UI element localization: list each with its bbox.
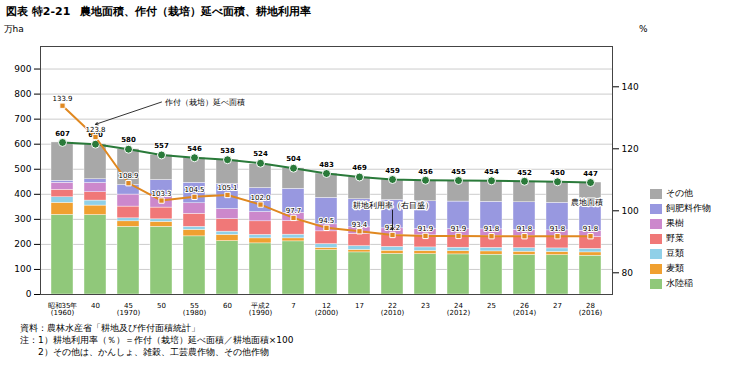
svg-text:作付（栽培）延べ面積: 作付（栽培）延べ面積: [164, 98, 245, 107]
svg-text:133.9: 133.9: [52, 95, 72, 103]
svg-text:600: 600: [14, 139, 31, 149]
svg-text:27: 27: [553, 302, 562, 310]
svg-text:昭和35年(1960): 昭和35年(1960): [48, 302, 78, 317]
svg-text:580: 580: [121, 136, 136, 144]
svg-text:91.8: 91.8: [484, 225, 500, 233]
svg-text:123.8: 123.8: [85, 126, 105, 134]
svg-text:607: 607: [55, 130, 70, 138]
svg-text:546: 546: [187, 145, 202, 153]
svg-text:40: 40: [91, 302, 100, 310]
svg-text:108.9: 108.9: [118, 172, 138, 180]
svg-text:400: 400: [14, 189, 31, 199]
svg-text:23: 23: [421, 302, 430, 310]
svg-text:483: 483: [319, 161, 334, 169]
svg-text:80: 80: [622, 268, 634, 278]
svg-text:450: 450: [550, 169, 565, 177]
svg-text:140: 140: [622, 82, 639, 92]
svg-text:105.1: 105.1: [217, 184, 237, 192]
html-text:野菜: 野菜: [666, 233, 684, 243]
html-text:麦類: 麦類: [666, 263, 684, 273]
svg-text:447: 447: [583, 170, 598, 178]
html-text:飼肥料作物: 飼肥料作物: [666, 203, 711, 213]
svg-text:200: 200: [14, 239, 31, 249]
svg-text:28(2016): 28(2016): [579, 302, 603, 317]
svg-text:万ha: 万ha: [4, 24, 24, 34]
html-text:2）その他は、かんしょ、雑穀、工芸農作物、その他作物: 2）その他は、かんしょ、雑穀、工芸農作物、その他作物: [20, 347, 269, 357]
svg-text:92.2: 92.2: [384, 224, 401, 233]
svg-text:900: 900: [14, 64, 31, 74]
svg-text:456: 456: [418, 168, 433, 176]
svg-text:平成2(1990): 平成2(1990): [249, 302, 273, 317]
svg-text:504: 504: [286, 155, 301, 163]
svg-text:104.5: 104.5: [184, 186, 204, 194]
html-text:その他: その他: [666, 188, 693, 198]
svg-text:45(1970): 45(1970): [117, 302, 141, 317]
svg-text:454: 454: [484, 168, 499, 176]
svg-text:91.9: 91.9: [451, 225, 467, 233]
html-text:資料：農林水産省「耕地及び作付面積統計」: 資料：農林水産省「耕地及び作付面積統計」: [20, 323, 200, 333]
svg-text:538: 538: [220, 147, 235, 155]
svg-text:50: 50: [157, 302, 166, 310]
svg-text:800: 800: [14, 89, 31, 99]
svg-text:469: 469: [352, 164, 367, 172]
svg-text:91.8: 91.8: [583, 225, 599, 233]
svg-text:26(2014): 26(2014): [513, 302, 537, 317]
svg-text:93.4: 93.4: [352, 221, 368, 229]
svg-text:459: 459: [385, 167, 400, 175]
svg-text:12(2000): 12(2000): [315, 302, 339, 317]
html-text:果樹: 果樹: [666, 218, 684, 228]
svg-text:455: 455: [451, 168, 466, 176]
svg-text:97.7: 97.7: [286, 207, 302, 215]
svg-text:91.9: 91.9: [418, 225, 434, 233]
svg-text:100: 100: [622, 206, 639, 216]
svg-text:94.5: 94.5: [319, 217, 335, 225]
svg-text:120: 120: [622, 144, 639, 154]
html-text:水陸稲: 水陸稲: [666, 278, 693, 288]
svg-text:91.8: 91.8: [550, 225, 566, 233]
svg-text:%: %: [639, 24, 648, 34]
html-text:図表 特2-21: 図表 特2-21: [6, 4, 71, 18]
svg-text:500: 500: [14, 164, 31, 174]
svg-text:524: 524: [253, 150, 268, 158]
svg-text:25: 25: [487, 302, 496, 310]
svg-text:24(2012): 24(2012): [447, 302, 471, 317]
svg-text:100: 100: [14, 264, 31, 274]
html-text:豆類: 豆類: [666, 248, 684, 258]
svg-text:55(1980): 55(1980): [183, 302, 207, 317]
svg-text:7: 7: [291, 302, 295, 310]
svg-text:600: 600: [88, 131, 103, 140]
svg-text:17: 17: [355, 302, 364, 310]
svg-text:60: 60: [223, 302, 232, 310]
svg-text:耕地利用率（右目盛）: 耕地利用率（右目盛）: [353, 201, 433, 210]
svg-text:91.8: 91.8: [517, 225, 533, 233]
html-text:農地面積、作付（栽培）延べ面積、耕地利用率: 農地面積、作付（栽培）延べ面積、耕地利用率: [80, 4, 312, 18]
svg-text:452: 452: [517, 169, 532, 177]
svg-text:22(2010): 22(2010): [381, 302, 405, 317]
html-text:注：1）耕地利用率（％）＝作付（栽培）延べ面積／耕地面積×1: 注：1）耕地利用率（％）＝作付（栽培）延べ面積／耕地面積×100: [20, 335, 294, 345]
svg-text:557: 557: [154, 142, 169, 150]
svg-text:農地面積: 農地面積: [571, 198, 603, 207]
svg-text:103.3: 103.3: [151, 190, 171, 198]
svg-text:102.0: 102.0: [250, 194, 270, 202]
svg-text:300: 300: [14, 214, 31, 224]
svg-text:0: 0: [26, 289, 32, 299]
svg-text:700: 700: [14, 114, 31, 124]
